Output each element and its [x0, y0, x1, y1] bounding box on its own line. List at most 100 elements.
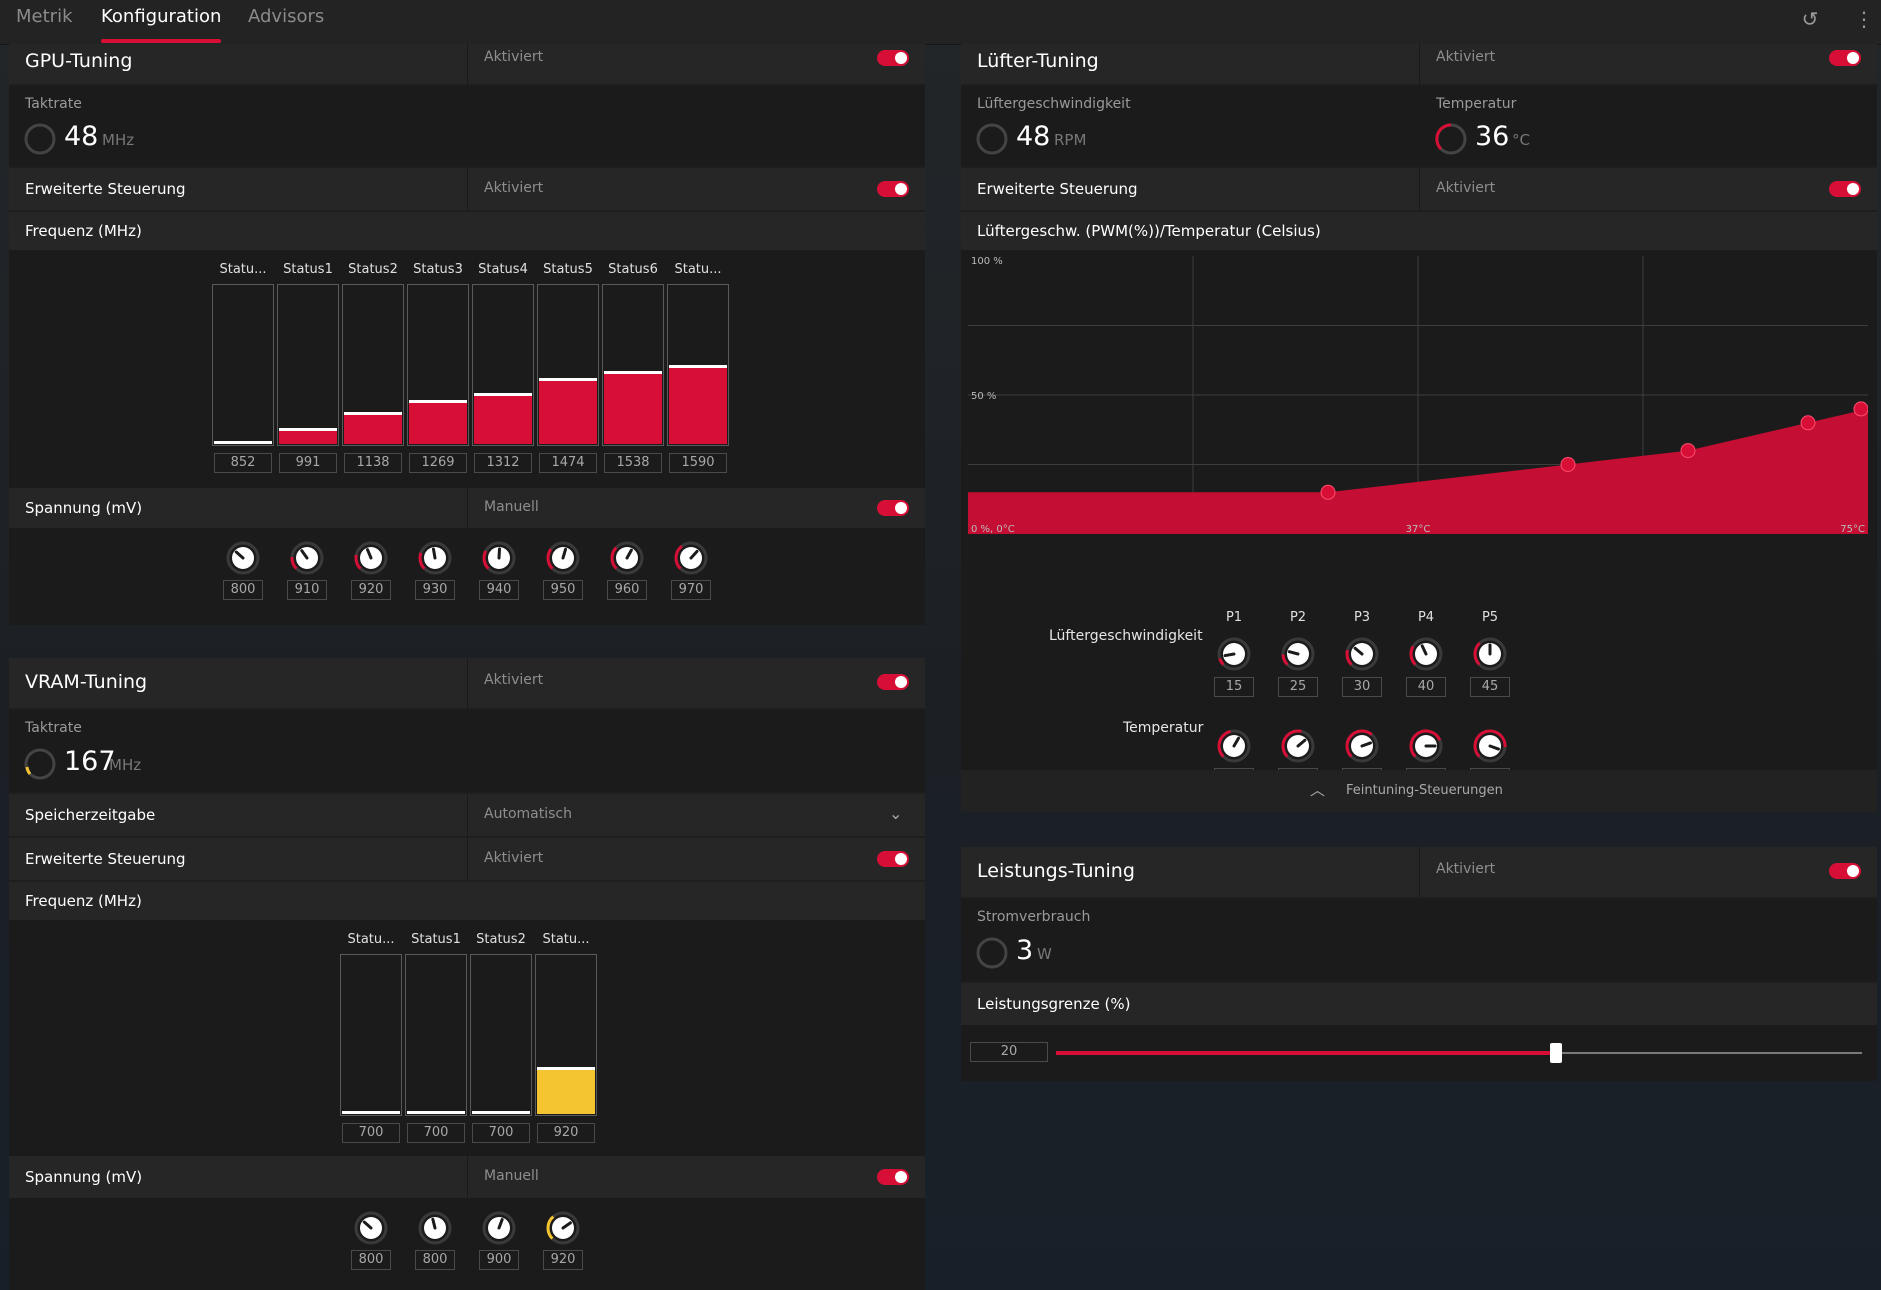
gpu-freq-state-value[interactable]: 1590 [669, 453, 727, 473]
power-toggle[interactable] [1829, 863, 1861, 879]
fan-speed-value[interactable]: 30 [1342, 677, 1382, 697]
fan-speed-knob[interactable] [1344, 636, 1380, 672]
vram-voltage-knob[interactable] [417, 1210, 453, 1246]
chart-point[interactable] [1853, 401, 1868, 417]
fan-advanced-toggle[interactable] [1829, 181, 1861, 197]
more-icon[interactable]: ⋮ [1854, 7, 1874, 31]
vram-freq-state-bar[interactable] [535, 954, 597, 1116]
gpu-voltage-value[interactable]: 920 [351, 580, 391, 600]
gpu-freq-state-bar[interactable] [277, 284, 339, 446]
vram-freq-state-value[interactable]: 700 [407, 1123, 465, 1143]
fan-chart-area: 100 % 50 % 0 %, 0°C 37°C 75°C [961, 250, 1877, 594]
chart-point[interactable] [1800, 415, 1816, 431]
gpu-freq-state-label: Status1 [283, 262, 333, 277]
gpu-freq-state-value[interactable]: 991 [279, 453, 337, 473]
tab-advisors[interactable]: Advisors [248, 6, 325, 27]
fan-temp-knob[interactable] [1472, 728, 1508, 764]
gpu-voltage-knob[interactable] [673, 540, 709, 576]
power-limit-input[interactable]: 20 [970, 1042, 1048, 1062]
gpu-freq-state-bar[interactable] [472, 284, 534, 446]
chevron-up-icon[interactable]: ︿ [1310, 781, 1326, 799]
gpu-title: GPU-Tuning [25, 50, 133, 72]
gpu-voltage-knob[interactable] [417, 540, 453, 576]
gpu-advanced-toggle[interactable] [877, 181, 909, 197]
fan-speed-value[interactable]: 25 [1278, 677, 1318, 697]
gpu-freq-state-bar[interactable] [667, 284, 729, 446]
tab-metrik[interactable]: Metrik [16, 6, 73, 27]
vram-advanced-toggle[interactable] [877, 851, 909, 867]
gpu-freq-state-value[interactable]: 1269 [409, 453, 467, 473]
fan-speed-value[interactable]: 15 [1214, 677, 1254, 697]
gpu-voltage-knob[interactable] [289, 540, 325, 576]
gpu-freq-state-value[interactable]: 1138 [344, 453, 402, 473]
gpu-voltage-value[interactable]: 950 [543, 580, 583, 600]
gpu-freq-state-value[interactable]: 852 [214, 453, 272, 473]
gpu-voltage-knob[interactable] [609, 540, 645, 576]
gpu-voltage-value[interactable]: 910 [287, 580, 327, 600]
vram-freq-state-value[interactable]: 700 [472, 1123, 530, 1143]
fan-temp-knob[interactable] [1216, 728, 1252, 764]
vram-freq-state-bar[interactable] [405, 954, 467, 1116]
power-limit-thumb[interactable] [1549, 1043, 1562, 1063]
chart-point[interactable] [1320, 484, 1336, 500]
gpu-freq-state-value[interactable]: 1312 [474, 453, 532, 473]
vram-clock-label: Taktrate [25, 720, 82, 736]
fan-curve-chart[interactable]: 100 % 50 % 0 %, 0°C 37°C 75°C [968, 250, 1868, 546]
vram-freq-state-bar[interactable] [470, 954, 532, 1116]
gpu-freq-state-value[interactable]: 1538 [604, 453, 662, 473]
gpu-voltage-knob[interactable] [225, 540, 261, 576]
vram-voltage-value[interactable]: 900 [479, 1250, 519, 1270]
chart-point[interactable] [1560, 457, 1576, 472]
gpu-clock-value: 48 [64, 121, 99, 152]
vram-voltage-value[interactable]: 800 [415, 1250, 455, 1270]
vram-voltage-knob[interactable] [481, 1210, 517, 1246]
gpu-voltage-value[interactable]: 940 [479, 580, 519, 600]
reset-icon[interactable]: ↺ [1801, 7, 1819, 31]
fan-temp-knob[interactable] [1344, 728, 1380, 764]
gpu-voltage-knob[interactable] [545, 540, 581, 576]
fan-advanced-status: Aktiviert [1436, 180, 1496, 196]
fan-toggle[interactable] [1829, 50, 1861, 66]
chevron-down-icon[interactable]: ⌄ [889, 804, 903, 823]
fine-tune-toggle-row[interactable]: ︿ Feintuning-Steuerungen [961, 770, 1877, 812]
vram-freq-state-value[interactable]: 700 [342, 1123, 400, 1143]
fan-speed-knob[interactable] [1280, 636, 1316, 672]
fan-speed-knob[interactable] [1408, 636, 1444, 672]
fan-speed-knob[interactable] [1216, 636, 1252, 672]
vram-voltage-knob[interactable] [353, 1210, 389, 1246]
gpu-freq-state-label: Statu... [674, 262, 722, 277]
gpu-voltage-knob[interactable] [481, 540, 517, 576]
fan-speed-value[interactable]: 40 [1406, 677, 1446, 697]
fan-temp-gauge-icon [1435, 123, 1467, 155]
gpu-voltage-knob[interactable] [353, 540, 389, 576]
fan-point-label: P4 [1417, 610, 1435, 625]
vram-freq-state-bar[interactable] [340, 954, 402, 1116]
chart-point[interactable] [1680, 443, 1696, 459]
vram-voltage-value[interactable]: 920 [543, 1250, 583, 1270]
power-limit-fill [1056, 1051, 1556, 1055]
vram-voltage-toggle[interactable] [877, 1169, 909, 1185]
vram-voltage-knob[interactable] [545, 1210, 581, 1246]
vram-voltage-value[interactable]: 800 [351, 1250, 391, 1270]
vram-toggle[interactable] [877, 674, 909, 690]
gpu-freq-state-bar[interactable] [407, 284, 469, 446]
gpu-freq-state-bar[interactable] [212, 284, 274, 446]
gpu-voltage-value[interactable]: 930 [415, 580, 455, 600]
fan-speed-knob[interactable] [1472, 636, 1508, 672]
gpu-voltage-value[interactable]: 800 [223, 580, 263, 600]
fine-tune-label[interactable]: Feintuning-Steuerungen [1346, 783, 1503, 798]
fan-temp-knob[interactable] [1408, 728, 1444, 764]
gpu-freq-state-bar[interactable] [537, 284, 599, 446]
fan-speed-value[interactable]: 45 [1470, 677, 1510, 697]
tab-konfiguration[interactable]: Konfiguration [101, 0, 222, 45]
vram-timing-row[interactable]: Speicherzeitgabe Automatisch ⌄ [9, 794, 925, 836]
gpu-toggle[interactable] [877, 50, 909, 66]
gpu-freq-state-bar[interactable] [342, 284, 404, 446]
gpu-voltage-value[interactable]: 970 [671, 580, 711, 600]
gpu-freq-state-value[interactable]: 1474 [539, 453, 597, 473]
gpu-voltage-value[interactable]: 960 [607, 580, 647, 600]
gpu-freq-state-bar[interactable] [602, 284, 664, 446]
gpu-voltage-toggle[interactable] [877, 500, 909, 516]
fan-temp-knob[interactable] [1280, 728, 1316, 764]
vram-freq-state-value[interactable]: 920 [537, 1123, 595, 1143]
